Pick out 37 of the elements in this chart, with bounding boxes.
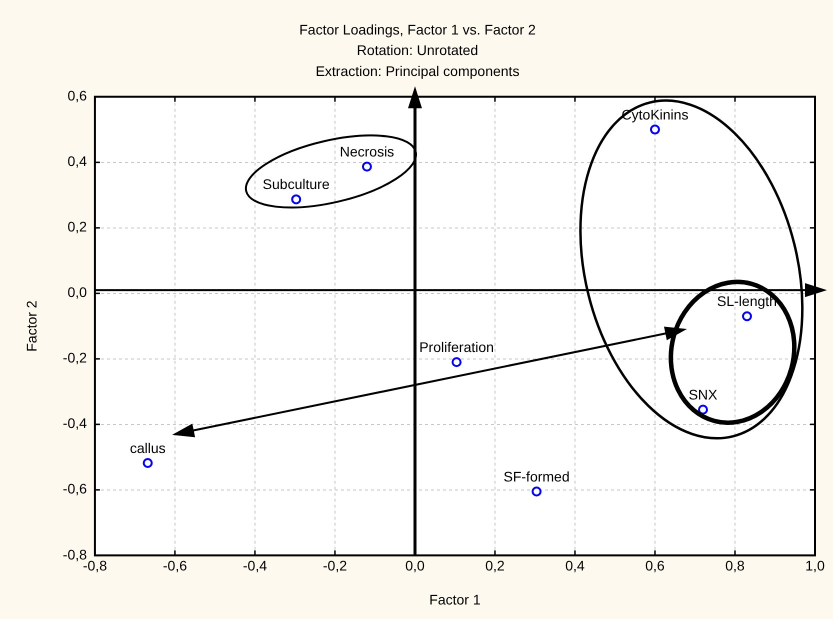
text: Extraction: Principal components bbox=[316, 63, 520, 80]
annotation: SL-length bbox=[717, 293, 777, 310]
point bbox=[362, 162, 372, 172]
point bbox=[698, 404, 708, 415]
annotation: SNX bbox=[688, 386, 718, 402]
annotation: Proliferation bbox=[419, 338, 494, 355]
x-tick-label: 0,2 bbox=[485, 558, 505, 574]
y-tick-label: -0,6 bbox=[62, 480, 88, 497]
y-tick-label: -0,8 bbox=[62, 546, 88, 562]
x-tick-label: 0,4 bbox=[565, 558, 585, 574]
y-tick-label: -0,2 bbox=[62, 350, 88, 366]
point bbox=[142, 458, 153, 468]
annotation: Necrosis bbox=[340, 143, 394, 160]
x-axis-title: Factor 1 bbox=[429, 591, 481, 608]
point bbox=[532, 486, 542, 497]
y-tick-label: 0,6 bbox=[67, 88, 88, 104]
point bbox=[742, 311, 752, 322]
x-tick-label: -0,2 bbox=[322, 558, 348, 574]
x-tick-label: 1,0 bbox=[805, 558, 825, 574]
y-tick-label: -0,4 bbox=[62, 415, 88, 432]
annotation: Subculture bbox=[262, 176, 330, 192]
x-tick-label: 0,6 bbox=[645, 558, 665, 574]
y-tick-label: 0,4 bbox=[67, 153, 88, 170]
annotation: SF-formed bbox=[504, 468, 570, 484]
point bbox=[452, 357, 462, 368]
chart-title: Factor Loadings, Factor 1 vs. Factor 2 bbox=[299, 21, 536, 38]
point bbox=[291, 194, 302, 204]
point bbox=[650, 124, 660, 135]
x-tick-label: -0,4 bbox=[242, 558, 268, 574]
y-axis-title: Factor 2 bbox=[23, 300, 40, 352]
x-tick-label: 0,8 bbox=[725, 558, 745, 574]
chart-subtitle: Rotation: Unrotated bbox=[356, 42, 478, 58]
x-tick-label: -0,6 bbox=[162, 558, 188, 574]
y-tick-label: 0,2 bbox=[67, 218, 88, 235]
x-tick-label: 0,0 bbox=[405, 558, 425, 574]
y-tick-label: 0,0 bbox=[67, 284, 88, 300]
annotation: callus bbox=[130, 440, 166, 456]
